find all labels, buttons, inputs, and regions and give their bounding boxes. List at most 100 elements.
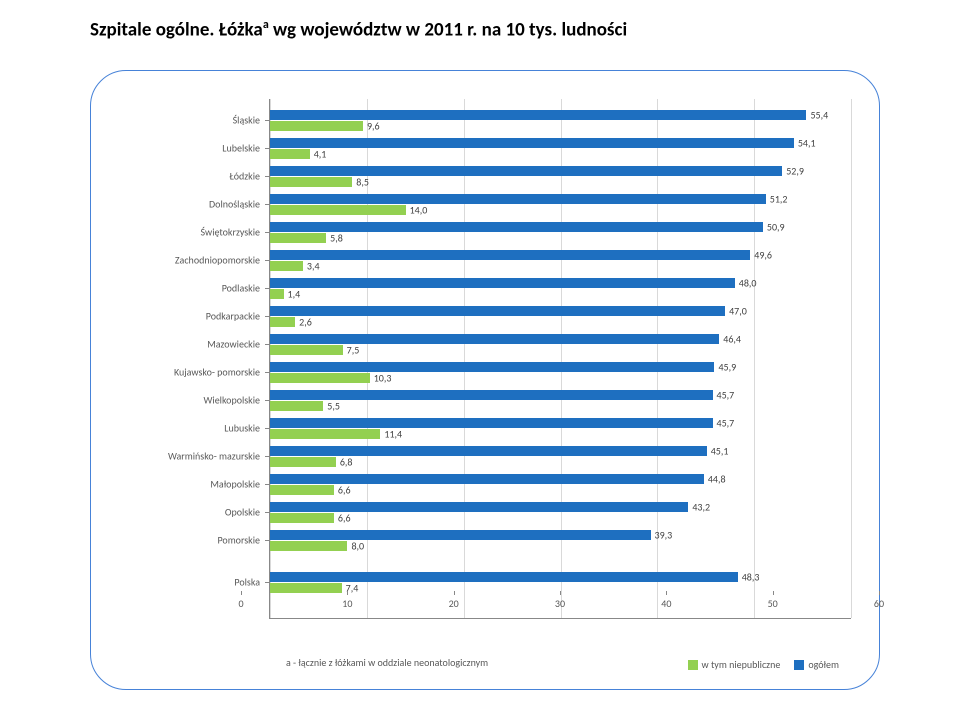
value-label: 48,3: [742, 571, 760, 584]
bar-niepubliczne: 7,4: [270, 583, 342, 593]
category-label: Polska: [234, 576, 260, 589]
bar-row: 54,14,1: [270, 135, 851, 161]
value-label: 39,3: [655, 529, 673, 542]
value-label: 6,6: [338, 484, 351, 497]
bar-row: 48,01,4: [270, 275, 851, 301]
category-label: Podlaskie: [222, 282, 260, 295]
bar-niepubliczne: 5,8: [270, 233, 326, 243]
value-label: 6,8: [340, 456, 353, 469]
bar-niepubliczne: 2,6: [270, 317, 295, 327]
bar-row: 50,9 5,8: [270, 219, 851, 245]
bar-ogolem: 49,6: [270, 250, 750, 260]
value-label: 5,5: [327, 400, 340, 413]
value-label: 55,4: [810, 109, 828, 122]
category-label: Świętokrzyskie: [201, 226, 260, 239]
bar-row: 45,75,5: [270, 387, 851, 413]
value-label: 45,7: [717, 389, 735, 402]
bar-niepubliczne: 6,6: [270, 485, 334, 495]
bar-ogolem: 45,9: [270, 362, 714, 372]
bar-niepubliczne: 8,5: [270, 177, 352, 187]
bar-ogolem: 46,4: [270, 334, 719, 344]
plot-area: Śląskie Lubelskie Łódzkie Dolnośląskie Święt…: [119, 99, 851, 619]
bar-ogolem: 51,2: [270, 194, 766, 204]
bars-area: 55,49,654,14,152,98,551,214,050,95,849,6…: [269, 99, 851, 619]
bar-niepubliczne: 3,4: [270, 261, 303, 271]
bar-niepubliczne: 11,4: [270, 429, 380, 439]
bar-niepubliczne: 14,0: [270, 205, 406, 215]
category-label: Łódzkie: [229, 170, 260, 183]
category-label: Lubelskie: [222, 142, 260, 155]
bar-niepubliczne: 5,5: [270, 401, 323, 411]
bar-row: 45,16,8: [270, 443, 851, 469]
x-tick-label: 60: [874, 597, 884, 610]
category-label: Podkarpackie: [206, 310, 260, 323]
gridline: [851, 99, 852, 618]
value-label: 51,2: [770, 193, 788, 206]
value-label: 48,0: [739, 277, 757, 290]
bar-ogolem: 48,3: [270, 572, 738, 582]
bar-ogolem: 45,7: [270, 390, 713, 400]
value-label: 2,6: [299, 316, 312, 329]
value-label: 11,4: [384, 428, 402, 441]
bar-row: 47,02,6: [270, 303, 851, 329]
bar-niepubliczne: 8,0: [270, 541, 347, 551]
bar-row: 52,98,5: [270, 163, 851, 189]
bar-ogolem: 54,1: [270, 138, 794, 148]
legend-item: w tym niepubliczne: [688, 658, 781, 671]
bar-row: 39,38,0: [270, 527, 851, 553]
category-label: Śląskie: [233, 114, 260, 127]
value-label: 8,0: [351, 540, 364, 553]
category-label: Mazowieckie: [207, 338, 260, 351]
chart-title: Szpitale ogólne. Łóżkaa wg województw w …: [90, 18, 627, 41]
x-tick-label: 0: [238, 597, 243, 610]
bar-niepubliczne: 9,6: [270, 121, 363, 131]
bar-ogolem: 47,0: [270, 306, 725, 316]
x-tick-label: 20: [449, 597, 459, 610]
legend-item: ogółem: [794, 658, 839, 671]
bar-ogolem: 52,9: [270, 166, 782, 176]
legend: w tym niepubliczne ogółem: [688, 658, 839, 671]
bar-niepubliczne: 6,8: [270, 457, 336, 467]
category-label: Wielkopolskie: [204, 394, 261, 407]
bar-ogolem: 43,2: [270, 502, 688, 512]
value-label: 14,0: [410, 204, 428, 217]
bar-niepubliczne: 1,4: [270, 289, 284, 299]
category-label: Dolnośląskie: [209, 198, 260, 211]
x-axis: 0102030405060: [241, 595, 879, 613]
value-label: 45,7: [717, 417, 735, 430]
bar-ogolem: 44,8: [270, 474, 704, 484]
bar-ogolem: 48,0: [270, 278, 735, 288]
x-tick-label: 50: [768, 597, 778, 610]
bar-ogolem: 39,3: [270, 530, 651, 540]
value-label: 46,4: [723, 333, 741, 346]
value-label: 9,6: [367, 120, 380, 133]
bar-row: 51,214,0: [270, 191, 851, 217]
x-tick-label: 10: [342, 597, 352, 610]
value-label: 54,1: [798, 137, 816, 150]
value-label: 4,1: [314, 148, 327, 161]
category-label: Warmińsko- mazurskie: [168, 450, 260, 463]
value-label: 8,5: [356, 176, 369, 189]
value-label: 50,9: [767, 221, 785, 234]
value-label: 6,6: [338, 512, 351, 525]
legend-swatch: [688, 660, 698, 670]
bar-row: 45,910,3: [270, 359, 851, 385]
x-tick-label: 30: [555, 597, 565, 610]
bar-row: 43,26,6: [270, 499, 851, 525]
value-label: 52,9: [786, 165, 804, 178]
bar-niepubliczne: 4,1: [270, 149, 310, 159]
category-label: Małopolskie: [210, 478, 260, 491]
x-tick-label: 40: [661, 597, 671, 610]
value-label: 10,3: [374, 372, 392, 385]
value-label: 3,4: [307, 260, 320, 273]
value-label: 5,8: [330, 232, 343, 245]
chart-container: Śląskie Lubelskie Łódzkie Dolnośląskie Święt…: [90, 70, 880, 690]
value-label: 7,5: [347, 344, 360, 357]
y-axis-labels: Śląskie Lubelskie Łódzkie Dolnośląskie Święt…: [119, 99, 264, 619]
value-label: 1,4: [288, 288, 301, 301]
value-label: 49,6: [754, 249, 772, 262]
bar-niepubliczne: 7,5: [270, 345, 343, 355]
category-label: Zachodniopomorskie: [175, 254, 260, 267]
category-label: Pomorskie: [217, 534, 260, 547]
legend-label: w tym niepubliczne: [702, 658, 781, 671]
